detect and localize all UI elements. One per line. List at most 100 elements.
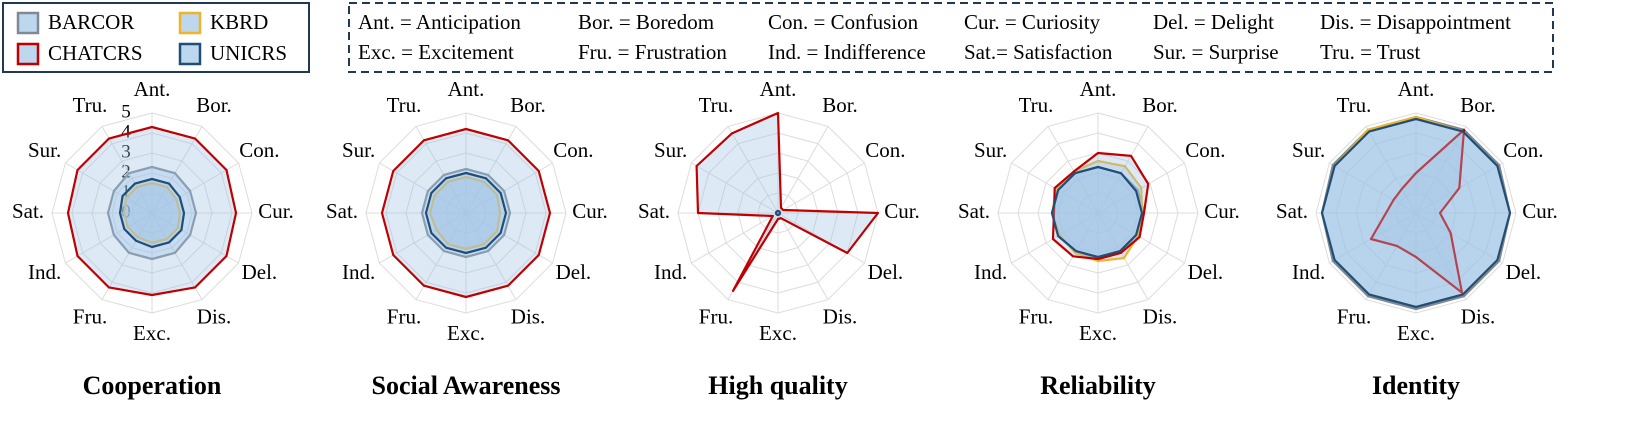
abbreviation: Sat.= Satisfaction <box>964 40 1113 64</box>
category-label: Fru. <box>1337 304 1371 328</box>
spoke <box>65 162 153 214</box>
category-label: Sur. <box>974 138 1007 162</box>
spoke <box>1011 212 1099 264</box>
category-label: Del. <box>868 260 904 284</box>
category-label: Ind. <box>654 260 687 284</box>
series-area: UNICRS <box>1050 165 1144 259</box>
legend-label: CHATCRS <box>48 41 143 65</box>
series-area: KBRD <box>1050 159 1144 263</box>
legend-label: UNICRS <box>210 41 287 65</box>
category-label: Bor. <box>1460 93 1496 117</box>
spoke <box>1097 212 1185 264</box>
series-area: UNICRS <box>424 171 508 255</box>
spoke <box>151 212 239 264</box>
spoke <box>1415 212 1467 300</box>
series-area: CHATCRS <box>1051 151 1150 261</box>
spoke <box>1365 126 1417 214</box>
category-label: Fru. <box>1019 304 1053 328</box>
category-label: Ind. <box>1292 260 1325 284</box>
category-label: Bor. <box>1142 93 1178 117</box>
category-label: Dis. <box>197 304 231 328</box>
series-area: CHATCRS <box>380 127 552 299</box>
category-label: Ant. <box>1398 77 1435 101</box>
spoke <box>777 212 865 264</box>
category-label: Fru. <box>387 304 421 328</box>
category-label: Sur. <box>28 138 61 162</box>
spoke <box>1329 162 1417 214</box>
category-label: Cur. <box>1204 199 1240 223</box>
category-label: Exc. <box>1397 321 1435 345</box>
category-label: Ant. <box>134 77 171 101</box>
abbreviation: Exc. = Excitement <box>358 40 514 64</box>
category-label: Ant. <box>448 77 485 101</box>
category-label: Cur. <box>1522 199 1558 223</box>
spoke <box>151 162 239 214</box>
category-label: Exc. <box>447 321 485 345</box>
spoke <box>101 212 153 300</box>
series-area: UNICRS <box>774 209 782 217</box>
series-area: CHATCRS <box>66 125 238 297</box>
category-label: Dis. <box>1461 304 1495 328</box>
legend-label: BARCOR <box>48 10 134 34</box>
category-label: Fru. <box>699 304 733 328</box>
spoke <box>1097 212 1149 300</box>
category-label: Cur. <box>258 199 294 223</box>
tick-label: 5 <box>121 101 131 122</box>
category-label: Tru. <box>1019 93 1054 117</box>
category-label: Dis. <box>511 304 545 328</box>
abbreviation: Tru. = Trust <box>1320 40 1421 64</box>
spoke <box>777 162 865 214</box>
category-label: Fru. <box>73 304 107 328</box>
spoke <box>101 126 153 214</box>
spoke <box>691 212 779 264</box>
category-label: Ind. <box>28 260 61 284</box>
category-label: Ant. <box>760 77 797 101</box>
spoke <box>1415 126 1467 214</box>
spoke <box>1047 126 1099 214</box>
abbreviation: Cur. = Curiosity <box>964 10 1101 34</box>
category-label: Tru. <box>699 93 734 117</box>
legend-swatch <box>16 42 40 66</box>
series-area: BARCOR <box>420 167 512 259</box>
category-label: Sat. <box>12 199 44 223</box>
category-label: Tru. <box>387 93 422 117</box>
abbreviation: Con. = Confusion <box>768 10 919 34</box>
category-label: Dis. <box>823 304 857 328</box>
legend-swatch <box>16 11 40 35</box>
category-label: Con. <box>1503 138 1543 162</box>
spoke <box>727 126 779 214</box>
spoke <box>1365 212 1417 300</box>
series-area: CHATCRS <box>695 111 880 293</box>
abbreviation: Del. = Delight <box>1153 10 1274 34</box>
category-label: Del. <box>242 260 278 284</box>
legend-box <box>2 2 310 73</box>
tick-label: 0 <box>121 201 131 222</box>
category-label: Bor. <box>822 93 858 117</box>
category-label: Ind. <box>974 260 1007 284</box>
tick-label: 3 <box>121 141 131 162</box>
category-label: Cur. <box>884 199 920 223</box>
category-label: Sat. <box>1276 199 1308 223</box>
legend-swatch <box>178 42 202 66</box>
series-area: CHATCRS <box>1369 128 1466 294</box>
category-label: Del. <box>1506 260 1542 284</box>
abbreviation: Ind. = Indifference <box>768 40 926 64</box>
spoke <box>151 212 203 300</box>
category-label: Tru. <box>1337 93 1372 117</box>
abbreviation: Fru. = Frustration <box>578 40 727 64</box>
abbreviation: Dis. = Disappointment <box>1320 10 1511 34</box>
category-label: Dis. <box>1143 304 1177 328</box>
series-area: UNICRS <box>118 177 186 249</box>
chart-title: Social Awareness <box>372 371 561 400</box>
spoke <box>151 126 203 214</box>
abbreviation-box <box>348 2 1554 73</box>
category-label: Ind. <box>342 260 375 284</box>
chart-title: Reliability <box>1040 371 1156 400</box>
spoke <box>777 212 829 300</box>
category-label: Exc. <box>759 321 797 345</box>
category-label: Ant. <box>1080 77 1117 101</box>
chart-title: Identity <box>1372 371 1460 400</box>
abbreviation: Ant. = Anticipation <box>358 10 521 34</box>
